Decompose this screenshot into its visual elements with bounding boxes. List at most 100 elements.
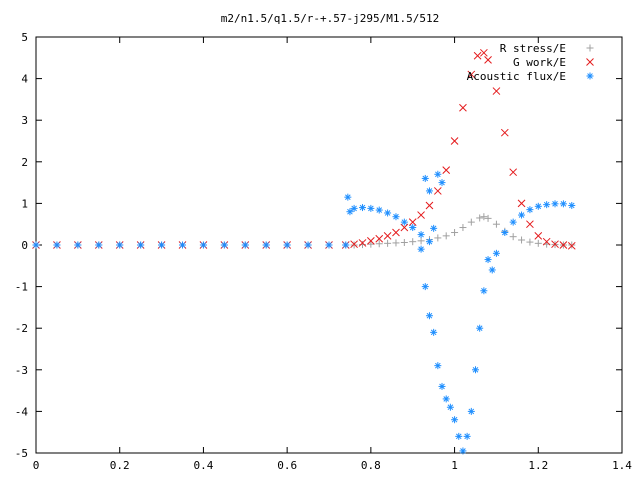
data-point: [501, 229, 509, 237]
data-point: [384, 239, 392, 247]
data-point: [492, 249, 500, 257]
data-point: [526, 238, 534, 246]
data-point: [350, 241, 358, 249]
data-point: [526, 206, 534, 214]
data-point: [116, 241, 124, 249]
data-point: [480, 213, 488, 221]
data-point: [442, 395, 450, 403]
series-2: [32, 170, 576, 455]
data-point: [509, 233, 517, 241]
y-tick-label: 0: [21, 239, 28, 252]
x-tick-label: 0.4: [193, 459, 213, 472]
data-point: [446, 403, 454, 411]
x-tick-label: 1.2: [528, 459, 548, 472]
data-point: [567, 241, 576, 250]
data-point: [472, 366, 479, 374]
x-tick-label: 0.6: [277, 459, 297, 472]
data-point: [484, 214, 492, 222]
data-point: [459, 103, 467, 112]
x-tick-label: 0.2: [110, 459, 130, 472]
data-point: [199, 241, 207, 249]
data-point: [158, 241, 166, 249]
data-point: [450, 137, 459, 145]
data-point: [518, 236, 526, 244]
y-tick-label: -2: [15, 322, 28, 335]
data-point: [425, 238, 433, 246]
data-point: [384, 209, 392, 217]
data-point: [476, 214, 484, 222]
legend-marker: [586, 44, 594, 52]
data-point: [179, 241, 186, 249]
data-point: [434, 170, 442, 178]
series-0: [32, 213, 576, 249]
data-point: [526, 220, 534, 229]
data-point: [534, 239, 542, 247]
data-point: [473, 51, 482, 60]
data-point: [375, 240, 383, 248]
data-point: [220, 241, 228, 249]
data-point: [53, 241, 61, 249]
data-point: [425, 312, 433, 320]
y-tick-label: -5: [15, 447, 28, 460]
data-point: [283, 241, 291, 249]
y-tick-label: -3: [15, 364, 28, 377]
y-tick-label: -1: [15, 281, 28, 294]
x-tick-label: 1.4: [612, 459, 632, 472]
data-point: [442, 232, 450, 240]
data-point: [400, 223, 409, 232]
data-point: [433, 187, 442, 195]
data-point: [517, 199, 526, 208]
data-point: [358, 204, 366, 212]
data-point: [568, 241, 576, 249]
data-point: [459, 447, 467, 455]
data-point: [241, 241, 249, 249]
data-point: [430, 328, 438, 336]
data-point: [438, 382, 446, 390]
data-point: [346, 208, 354, 216]
data-point: [480, 48, 488, 57]
data-point: [400, 218, 408, 226]
y-tick-label: 2: [21, 156, 28, 169]
y-tick-label: 5: [21, 31, 28, 44]
data-point: [358, 239, 367, 247]
data-point: [463, 432, 471, 440]
data-point: [375, 206, 383, 214]
data-point: [559, 200, 567, 208]
data-point: [392, 228, 400, 237]
data-point: [350, 240, 358, 249]
data-point: [434, 362, 442, 370]
data-point: [551, 200, 559, 208]
data-point: [137, 241, 145, 249]
y-tick-label: 4: [21, 73, 28, 86]
data-point: [383, 231, 392, 240]
data-point: [421, 283, 429, 291]
data-point: [358, 241, 366, 249]
data-point: [551, 240, 559, 249]
data-point: [392, 213, 400, 221]
data-point: [492, 87, 501, 95]
data-point: [325, 241, 333, 249]
x-tick-label: 0: [33, 459, 40, 472]
data-point: [509, 218, 517, 226]
legend-marker: [586, 72, 594, 80]
data-point: [543, 201, 551, 209]
data-point: [467, 218, 475, 226]
data-point: [344, 193, 352, 201]
data-point: [492, 220, 500, 228]
data-point: [459, 224, 467, 232]
data-point: [417, 237, 425, 245]
data-point: [425, 201, 434, 210]
data-point: [438, 179, 446, 187]
data-point: [417, 211, 425, 219]
plot-area: [32, 48, 576, 455]
data-point: [467, 407, 475, 415]
data-point: [480, 287, 488, 295]
data-point: [95, 241, 103, 249]
data-point: [367, 204, 375, 212]
data-point: [442, 166, 451, 174]
legend-label: Acoustic flux/E: [467, 70, 566, 83]
data-point: [375, 234, 384, 243]
y-tick-label: -4: [15, 405, 29, 418]
data-point: [568, 201, 576, 209]
